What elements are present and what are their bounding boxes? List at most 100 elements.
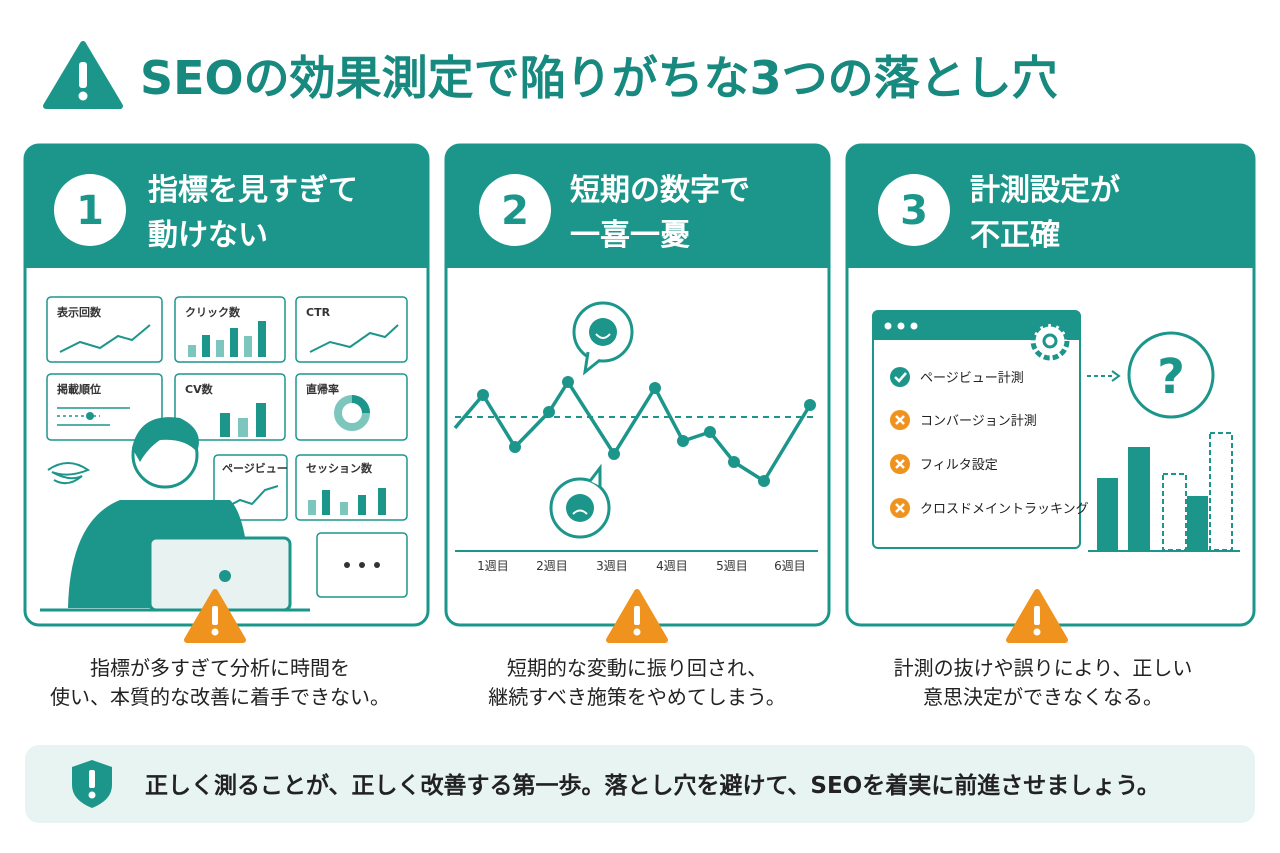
card-number: 2 (501, 188, 529, 234)
checklist-item: ページビュー計測 (920, 370, 1024, 386)
settings-illustration-part-part (895, 503, 905, 513)
card-number: 1 (76, 188, 104, 234)
settings-illustration-part: ? (1157, 349, 1185, 405)
footer-box-part (88, 791, 96, 799)
x-label: 5週目 (716, 559, 748, 573)
trend-illustration-part-part (677, 435, 689, 447)
trend-illustration-part (582, 351, 601, 376)
x-label: 2週目 (536, 559, 568, 573)
widget-graphic-part (359, 562, 365, 568)
trend-illustration (453, 301, 818, 552)
widget-graphic-part (86, 412, 94, 420)
footer-box (25, 745, 1255, 823)
widget-graphic-part (244, 336, 252, 357)
settings-illustration-part (1127, 331, 1215, 419)
card-title: 指標を見すぎて (148, 173, 358, 208)
widget-graphic-part (378, 488, 386, 515)
card-title: 動けない (148, 218, 268, 253)
trend-illustration-part (588, 463, 602, 486)
warning-icon-part-part (212, 606, 218, 625)
trend-illustration-part-part (804, 399, 816, 411)
widget-box-part (46, 296, 163, 363)
widget-graphic-part (340, 502, 348, 515)
warning-icon-part-part (211, 628, 219, 636)
trend-illustration-part-part (728, 456, 740, 468)
card-description: 計測の抜けや誤りにより、正しい (894, 656, 1193, 680)
title-icon (43, 41, 123, 109)
trend-illustration-part-part (758, 475, 770, 487)
widget-graphic-part (256, 403, 266, 437)
card-description: 意思決定ができなくなる。 (923, 685, 1163, 709)
widget-label: 表示回数 (56, 305, 102, 319)
settings-illustration-part (1187, 496, 1208, 550)
widget-graphic-part (230, 328, 238, 357)
widget-graphic-part (309, 324, 399, 353)
person-illustration (40, 417, 310, 612)
warning-icon (184, 589, 1068, 643)
settings-illustration-part (1097, 478, 1118, 550)
card-frame-part (479, 174, 551, 246)
widget-label: クリック数 (185, 305, 241, 319)
widget-label: CV数 (185, 382, 214, 396)
checklist-item: クロスドメイントラッキング (920, 502, 1089, 517)
widget-graphic-part (59, 324, 151, 353)
widget-graphic-part (216, 340, 224, 357)
checklist-item: フィルタ設定 (920, 458, 998, 473)
footer-box-part (25, 745, 1255, 823)
settings-illustration-part (1111, 370, 1121, 382)
title-icon-part (78, 91, 88, 101)
card-frame-part (847, 145, 1254, 268)
settings-illustration-part (1042, 333, 1058, 349)
warning-icon-part (1006, 589, 1068, 643)
trend-illustration-part-part (704, 426, 716, 438)
settings-illustration-part-part (895, 415, 905, 425)
settings-illustration-part (890, 367, 910, 387)
card-title: 一喜一憂 (570, 218, 690, 253)
widget-graphic-part (308, 500, 316, 515)
settings-illustration-part (884, 322, 892, 330)
card-description: 短期的な変動に振り回され、 (507, 656, 767, 680)
warning-icon-part (184, 589, 246, 643)
widget-graphic-part (258, 321, 266, 357)
x-label: 1週目 (477, 559, 509, 573)
widget-graphic-part (351, 395, 370, 414)
settings-illustration-part (1162, 473, 1187, 551)
settings-illustration-part-part (895, 459, 905, 469)
person-illustration-part (219, 570, 231, 582)
widget-graphic-part (358, 495, 366, 515)
trend-illustration-part (477, 376, 816, 487)
title-icon-part (79, 62, 87, 88)
trend-illustration-part-part (543, 406, 555, 418)
trend-illustration-part-part (562, 376, 574, 388)
page-title: SEOの効果測定で陥りがちな3つの落とし穴 (140, 51, 1058, 105)
x-label: 6週目 (774, 559, 806, 573)
widget-graphic-part (238, 418, 248, 437)
widget-graphic-part (344, 562, 350, 568)
trend-illustration-part (595, 333, 611, 339)
settings-illustration-part (894, 372, 907, 383)
settings-illustration-part (1030, 321, 1070, 361)
warning-icon-part (606, 589, 668, 643)
settings-illustration-part (895, 415, 905, 513)
settings-illustration-part (897, 322, 905, 330)
settings-illustration-part (1128, 447, 1150, 550)
card-number: 3 (900, 188, 928, 234)
settings-illustration-part (910, 322, 918, 330)
card-title: 短期の数字で (570, 173, 750, 208)
trend-illustration-part-part (649, 382, 661, 394)
x-label: 4週目 (656, 559, 688, 573)
settings-illustration: ? (872, 310, 1240, 552)
widget-box (46, 296, 408, 598)
trend-illustration-part-part (509, 441, 521, 453)
trend-illustration-part (566, 494, 594, 522)
widget-box-part (295, 373, 408, 441)
trend-illustration-part-part (608, 448, 620, 460)
x-label: 3週目 (596, 559, 628, 573)
footer-box-part (89, 770, 95, 788)
widget-label: CTR (306, 306, 331, 319)
trend-illustration-part (572, 509, 588, 515)
card-description: 継続すべき施策をやめてしまう。 (488, 685, 785, 709)
warning-icon-part-part (633, 628, 641, 636)
widget-graphic-part (224, 485, 279, 509)
